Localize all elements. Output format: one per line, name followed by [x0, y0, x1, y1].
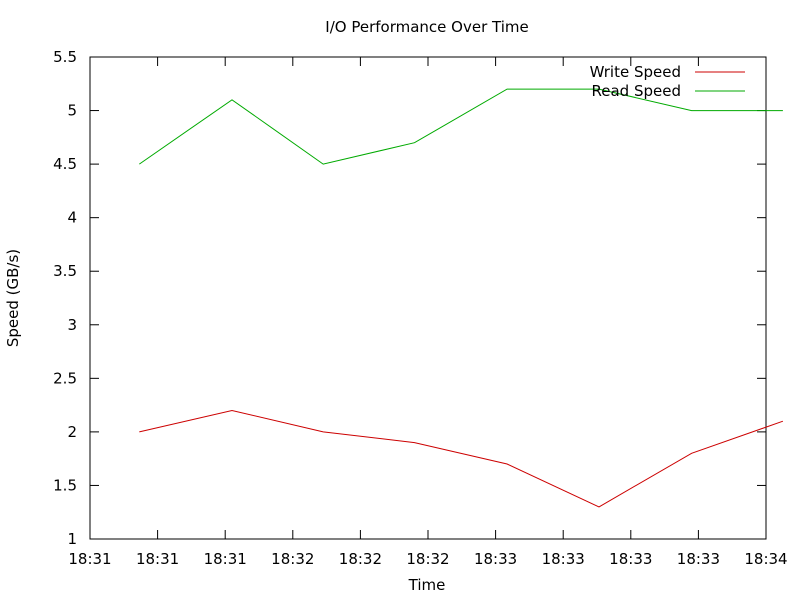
chart-title: I/O Performance Over Time [325, 18, 528, 36]
y-tick-label: 4.5 [53, 155, 77, 173]
y-tick-label: 3 [67, 316, 77, 334]
series-line-write-speed [139, 409, 784, 508]
x-tick-label: 18:32 [271, 550, 314, 568]
y-tick-label: 1.5 [53, 476, 77, 494]
series-line-read-speed [139, 88, 783, 165]
x-tick-label: 18:32 [339, 550, 382, 568]
y-tick-label: 5.5 [53, 48, 77, 66]
x-tick-label: 18:31 [136, 550, 179, 568]
y-tick-label: 2.5 [53, 369, 77, 387]
y-tick-label: 4 [67, 209, 77, 227]
x-tick-label: 18:31 [204, 550, 247, 568]
y-axis-label: Speed (GB/s) [4, 249, 22, 347]
x-axis-label: Time [408, 576, 446, 594]
x-tick-label: 18:31 [68, 550, 111, 568]
x-tick-label: 18:33 [609, 550, 652, 568]
x-tick-label: 18:34 [744, 550, 787, 568]
legend: Write Speed Read Speed [590, 63, 745, 100]
x-tick-label: 18:32 [406, 550, 449, 568]
series-lines [139, 88, 784, 508]
y-tick-label: 5 [67, 102, 77, 120]
axis-ticks: 1 1.5 2 2.5 3 3.5 4 4.5 5 5.5 18:31 18:31 18:31 18:32… [53, 48, 787, 568]
y-tick-label: 1 [67, 530, 77, 548]
x-tick-label: 18:33 [474, 550, 517, 568]
y-tick-label: 3.5 [53, 262, 77, 280]
y-tick-label: 2 [67, 423, 77, 441]
legend-label-read-speed: Read Speed [592, 82, 681, 100]
legend-label-write-speed: Write Speed [590, 63, 681, 81]
x-tick-label: 18:33 [542, 550, 585, 568]
x-tick-label: 18:33 [677, 550, 720, 568]
